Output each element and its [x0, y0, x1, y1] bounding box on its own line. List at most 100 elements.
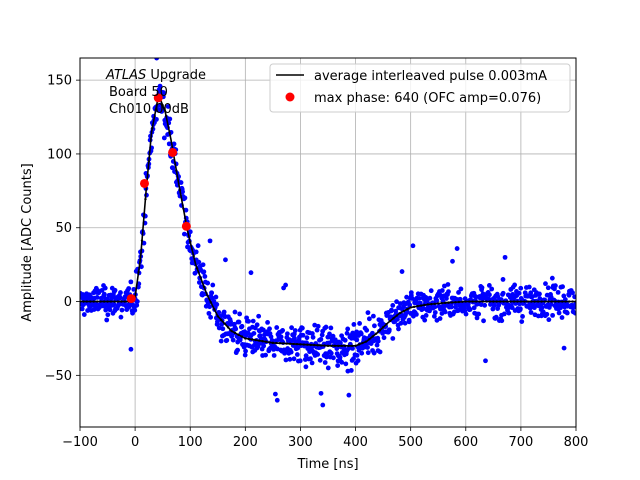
scatter-point: [325, 365, 331, 371]
scatter-point: [550, 312, 556, 318]
scatter-point: [94, 294, 100, 300]
legend-entry-max-phase: max phase: 640 (OFC amp=0.076): [314, 91, 541, 106]
scatter-point: [291, 356, 297, 362]
scatter-point: [365, 350, 371, 356]
x-tick-label: 500: [398, 435, 423, 450]
max-phase-points: [126, 93, 191, 304]
scatter-point: [224, 337, 230, 343]
scatter-point: [128, 346, 134, 352]
scatter-point: [271, 353, 277, 358]
scatter-point: [358, 331, 364, 337]
scatter-point: [375, 338, 381, 344]
max-phase-point: [153, 93, 163, 103]
scatter-point: [299, 325, 305, 331]
scatter-point: [295, 345, 301, 351]
scatter-point: [230, 337, 236, 343]
scatter-point: [501, 311, 507, 317]
scatter-point: [260, 327, 266, 333]
scatter-point: [213, 294, 219, 300]
scatter-point: [427, 295, 433, 301]
scatter-point: [544, 311, 550, 317]
annotation-board: Board 50: [109, 85, 168, 100]
scatter-point: [178, 180, 184, 185]
scatter-point: [297, 358, 303, 364]
scatter-point: [236, 319, 242, 325]
scatter-point: [516, 290, 522, 296]
scatter-point: [467, 307, 473, 312]
max-phase-point: [181, 221, 191, 231]
scatter-point: [372, 323, 377, 329]
scatter-point: [395, 316, 400, 322]
scatter-point: [134, 302, 140, 308]
scatter-point: [314, 327, 320, 333]
scatter-point: [201, 269, 207, 275]
annotation-channel: Ch010 00dB: [109, 102, 189, 117]
x-axis-label: Time [ns]: [296, 457, 358, 472]
average-pulse-line: [80, 96, 576, 347]
scatter-point: [413, 311, 419, 317]
scatter-point: [431, 313, 437, 319]
scatter-point: [165, 104, 171, 109]
scatter-point: [233, 326, 239, 332]
scatter-point: [343, 361, 349, 367]
scatter-point: [283, 357, 289, 363]
scatter-point: [394, 299, 400, 305]
scatter-point: [318, 336, 324, 342]
scatter-point: [486, 283, 492, 288]
scatter-point: [161, 135, 167, 141]
scatter-point: [235, 347, 241, 353]
scatter-point: [268, 334, 274, 340]
scatter-point: [512, 282, 518, 288]
scatter-point: [528, 290, 534, 296]
scatter-point: [416, 295, 422, 301]
scatter-point: [539, 305, 545, 311]
scatter-point: [202, 274, 208, 279]
scatter-point: [101, 291, 107, 297]
annotation-atlas: ATLAS: [105, 68, 146, 83]
scatter-point: [506, 310, 512, 316]
y-axis-label: Amplitude [ADC Counts]: [20, 163, 35, 321]
scatter-point: [328, 325, 334, 331]
scatter-point: [450, 258, 455, 264]
scatter-point: [283, 282, 289, 288]
scatter-point: [390, 336, 396, 341]
scatter-point: [328, 350, 334, 356]
scatter-point: [237, 311, 243, 317]
legend-entry-average: average interleaved pulse 0.003mA: [314, 69, 547, 84]
scatter-point: [228, 321, 234, 327]
scatter-point: [564, 310, 570, 316]
scatter-point: [309, 360, 315, 366]
x-tick-label: −100: [62, 435, 98, 450]
scatter-point: [463, 311, 469, 317]
scatter-point: [339, 359, 345, 365]
scatter-point: [251, 330, 257, 336]
scatter-point: [348, 368, 354, 373]
scatter-point: [319, 332, 325, 338]
scatter-point: [195, 243, 201, 249]
scatter-point: [423, 312, 429, 318]
scatter-point: [300, 332, 306, 338]
scatter-point: [294, 352, 300, 357]
scatter-point: [219, 321, 225, 327]
scatter-point: [243, 348, 248, 354]
scatter-point: [320, 402, 326, 408]
scatter-point: [80, 306, 85, 312]
scatter-point: [502, 254, 508, 260]
scatter-point: [207, 304, 213, 310]
scatter-point: [407, 302, 413, 308]
scatter-point: [432, 310, 438, 315]
scatter-point: [562, 297, 568, 302]
x-tick-label: 400: [343, 435, 368, 450]
average-pulse-line-layer: [80, 96, 576, 348]
scatter-point: [154, 58, 160, 61]
scatter-point: [434, 298, 440, 303]
scatter-point: [232, 309, 238, 315]
scatter-point: [556, 310, 562, 316]
scatter-point: [354, 352, 360, 358]
scatter-point: [154, 116, 159, 122]
x-tick-label: 0: [131, 435, 139, 450]
scatter-point: [570, 290, 575, 296]
scatter-point: [493, 314, 499, 320]
scatter-point: [489, 286, 495, 292]
scatter-point: [540, 309, 546, 315]
